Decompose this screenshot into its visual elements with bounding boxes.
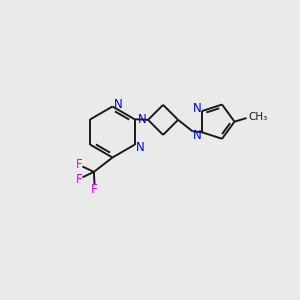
Text: N: N <box>113 98 122 111</box>
Text: F: F <box>76 172 83 186</box>
Text: N: N <box>193 102 202 115</box>
Text: F: F <box>91 183 98 196</box>
Text: F: F <box>76 158 83 171</box>
Text: N: N <box>193 129 202 142</box>
Text: N: N <box>138 113 147 126</box>
Text: CH₃: CH₃ <box>248 112 267 122</box>
Text: N: N <box>136 141 144 154</box>
